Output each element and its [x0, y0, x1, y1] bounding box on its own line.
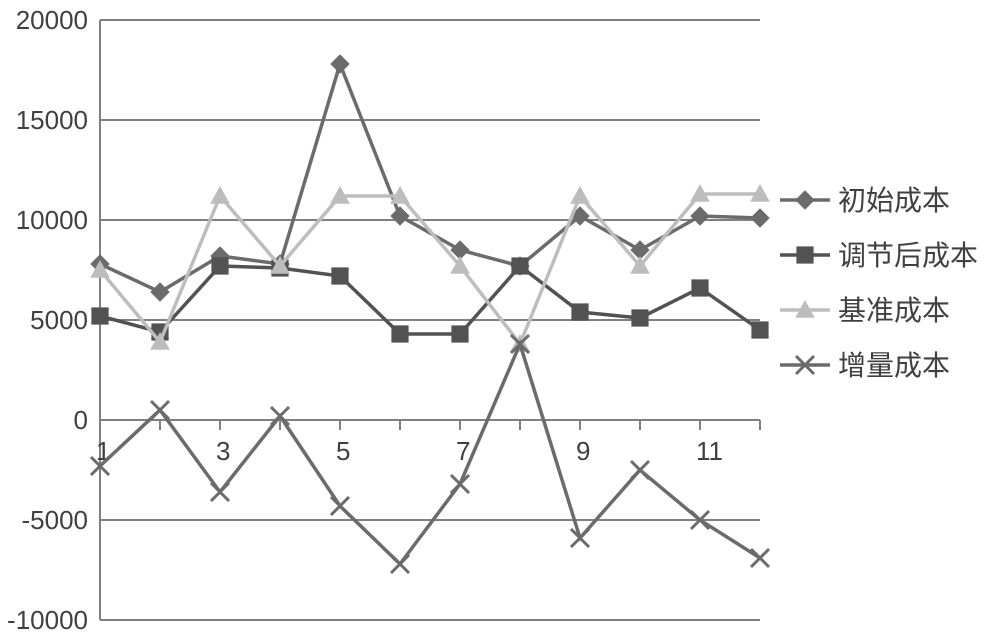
y-tick-label: 15000	[16, 105, 88, 135]
y-tick-label: 10000	[16, 205, 88, 235]
y-tick-label: 0	[74, 405, 88, 435]
x-tick-label: 3	[216, 436, 230, 466]
x-tick-label: 9	[576, 436, 590, 466]
x-tick-label: 11	[696, 436, 723, 466]
y-tick-label: -5000	[22, 505, 89, 535]
cost-line-chart: -10000-5000050001000015000200001357911初始…	[0, 0, 1000, 644]
legend-label-initial: 初始成本	[838, 185, 950, 216]
y-tick-label: 20000	[16, 5, 88, 35]
x-tick-label: 5	[336, 436, 350, 466]
chart-svg: -10000-5000050001000015000200001357911初始…	[0, 0, 1000, 644]
y-tick-label: -10000	[7, 605, 88, 635]
y-tick-label: 5000	[30, 305, 88, 335]
legend-label-adjusted: 调节后成本	[838, 240, 978, 271]
legend-label-incremental: 增量成本	[838, 350, 950, 381]
legend-label-baseline: 基准成本	[838, 295, 950, 326]
